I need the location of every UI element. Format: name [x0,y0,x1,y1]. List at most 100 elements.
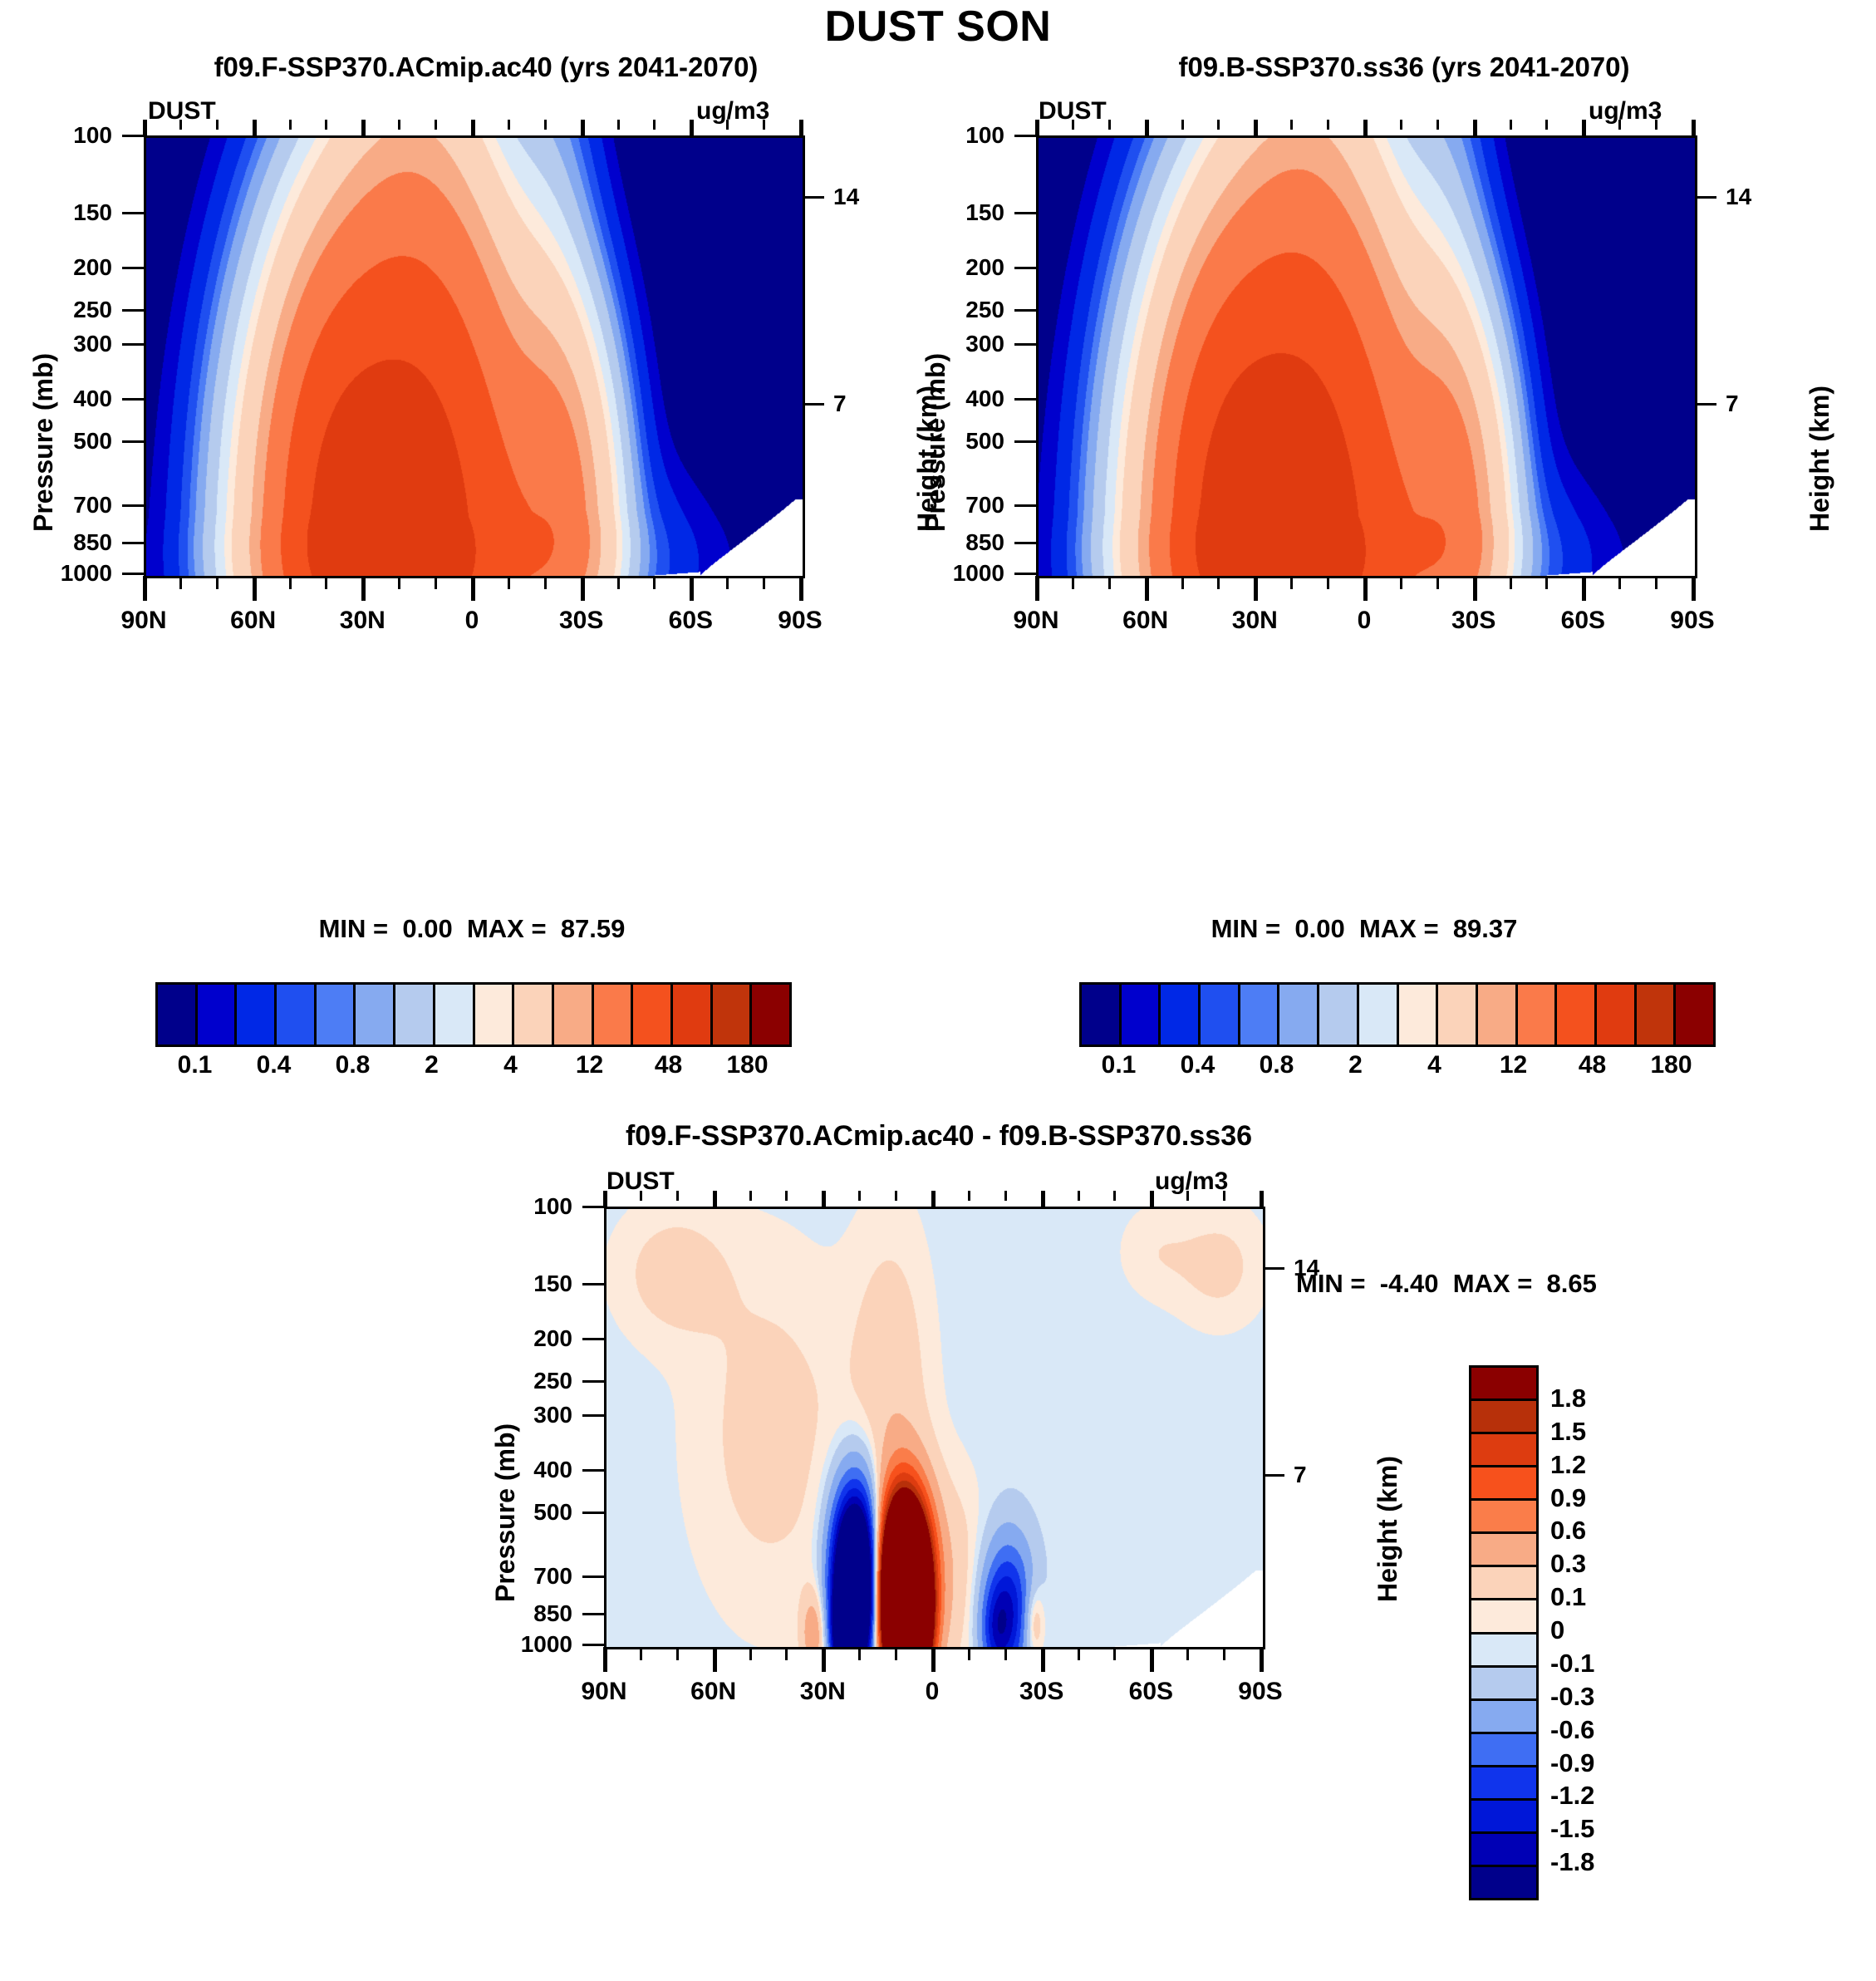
x-tick-mark-top [616,120,620,130]
height-tick-label: 7 [1726,391,1739,417]
panel-b-minmax: MIN = 0.00 MAX = 89.37 [1036,914,1692,944]
y-tick-label: 700 [73,492,112,519]
y-tick-label: 300 [73,331,112,357]
height-tick-mark [1695,403,1716,406]
x-tick-mark-top [435,120,438,130]
panel-diff-contour-field [607,1209,1263,1647]
x-tick-mark-major [799,576,803,601]
x-tick-label: 30S [1451,607,1496,634]
x-tick-mark-minor [179,576,182,589]
colorbar-swatch [1471,1767,1536,1801]
x-tick-mark-minor [435,576,438,589]
x-tick-mark-minor [785,1647,788,1660]
colorbar-swatch [1471,1833,1536,1867]
colorbar-swatch [1279,985,1320,1045]
x-tick-mark-top [1618,120,1622,130]
x-tick-mark-minor [325,576,328,589]
x-tick-mark-top [749,1191,752,1201]
x-tick-mark-minor [1290,576,1294,589]
colorbar-swatch [1161,985,1201,1045]
x-tick-mark-minor [1436,576,1439,589]
x-tick-label: 90S [1238,1678,1283,1705]
x-tick-mark-top [471,120,475,135]
figure-title: DUST SON [824,2,1052,51]
panel-diff-colorbar [1469,1365,1539,1900]
x-tick-label: 60S [1128,1678,1174,1705]
panel-diff-height-axis-title: Height (km) [1373,1456,1402,1602]
y-tick-label: 400 [533,1457,572,1483]
x-tick-mark-top [580,120,585,135]
colorbar-tick-label: -0.9 [1550,1748,1595,1777]
x-tick-mark-top [1040,1191,1045,1207]
y-tick-mark [1014,211,1036,214]
height-tick-label: 7 [833,391,847,417]
panel-a-max-label: MAX = [466,914,547,943]
x-tick-mark-top [1150,1191,1155,1207]
x-tick-mark-top [1290,120,1294,130]
x-tick-mark-major [822,1647,827,1672]
x-tick-label: 90S [1670,607,1715,634]
y-tick-label: 850 [73,528,112,555]
x-tick-mark-minor [1217,576,1220,589]
y-tick-mark [582,1206,604,1208]
colorbar-swatch [672,985,713,1045]
x-tick-mark-top [252,120,257,135]
colorbar-swatch [752,985,789,1045]
y-tick-mark [122,541,144,544]
x-tick-label: 60S [668,607,714,634]
colorbar-swatch [1471,1368,1536,1402]
panel-a-unit-label: ug/m3 [696,97,770,125]
height-tick-mark [1263,1474,1284,1477]
x-tick-mark-minor [1399,576,1402,589]
y-tick-mark [1014,541,1036,544]
x-tick-mark-minor [1223,1647,1226,1660]
x-tick-mark-major [1150,1647,1155,1672]
x-tick-mark-major [690,576,695,601]
colorbar-tick-label: 0.1 [1101,1051,1137,1079]
y-tick-mark [1014,135,1036,137]
x-tick-label: 60N [690,1678,737,1705]
colorbar-swatch [237,985,277,1045]
colorbar-swatch [1471,1700,1536,1734]
x-tick-mark-top [325,120,328,130]
x-tick-mark-top [143,120,147,135]
x-tick-mark-major [712,1647,717,1672]
y-tick-mark [582,1414,604,1418]
y-tick-label: 200 [533,1325,572,1351]
colorbar-tick-label: 4 [1427,1051,1441,1079]
x-tick-mark-minor [653,576,656,589]
x-tick-mark-minor [1181,576,1184,589]
x-tick-mark-top [1217,120,1220,130]
height-tick-label: 14 [833,183,860,209]
y-tick-mark [122,266,144,269]
panel-diff-minmax: MIN = -4.40 MAX = 8.65 [1296,1269,1828,1299]
colorbar-tick-label: 48 [654,1051,683,1079]
y-tick-label: 300 [533,1402,572,1428]
y-tick-mark [1014,266,1036,269]
y-tick-label: 250 [73,296,112,322]
y-tick-mark [1014,398,1036,401]
x-tick-mark-top [1655,120,1658,130]
panel-a-minmax: MIN = 0.00 MAX = 87.59 [144,914,800,944]
colorbar-tick-label: 0.3 [1550,1549,1587,1579]
colorbar-swatch [1121,985,1161,1045]
y-tick-label: 1000 [60,560,112,586]
height-tick-label: 14 [1726,183,1752,209]
colorbar-swatch [1082,985,1122,1045]
x-tick-mark-top [288,120,292,130]
x-tick-label: 90N [581,1678,627,1705]
y-tick-label: 1000 [952,560,1004,586]
colorbar-tick-label: 0.4 [256,1051,292,1079]
x-tick-mark-top [799,120,803,135]
y-tick-label: 200 [73,253,112,280]
y-tick-label: 500 [73,428,112,455]
x-tick-label: 30S [558,607,604,634]
panel-a-colorbar [155,982,792,1047]
colorbar-swatch [1517,985,1558,1045]
x-tick-mark-top [507,120,510,130]
y-tick-mark [122,343,144,347]
colorbar-swatch [1471,1434,1536,1468]
panel-b-colorbar-labels: 0.1 0.4 0.8 2 4 12 48 180 [1079,1051,1711,1084]
x-tick-mark-top [1186,1191,1190,1201]
height-tick-mark [803,403,824,406]
